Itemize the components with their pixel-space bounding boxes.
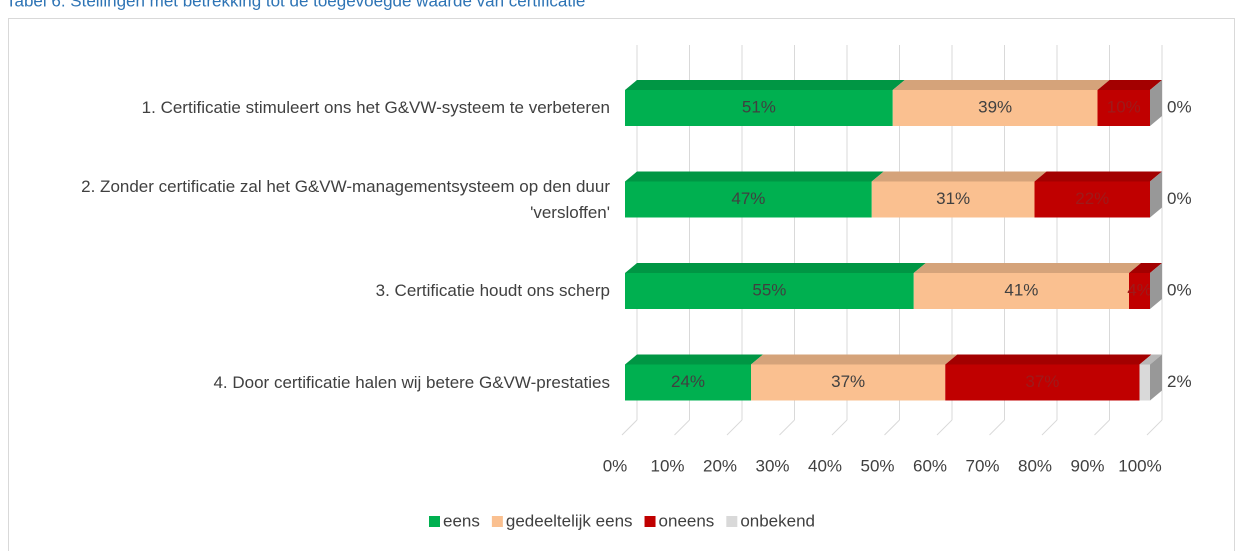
legend-swatch [429,516,440,527]
value-label: 37% [1025,372,1059,391]
grid-floor [1146,419,1163,436]
legend-label: eens [443,511,480,530]
value-label: 47% [731,189,765,208]
bar-top [871,171,1047,182]
legend-label: oneens [659,511,715,530]
x-tick-label: 70% [965,456,999,475]
bar [625,181,872,218]
grid-floor [674,419,690,436]
grid-floor [831,419,848,436]
x-tick-label: 20% [703,456,737,475]
value-label: 4% [1127,280,1152,299]
x-tick-label: 10% [650,456,684,475]
bar [1139,364,1150,401]
bar [625,90,893,126]
x-tick-label: 40% [808,456,842,475]
legend-label: onbekend [740,511,815,530]
category-label: 1. Certificatie stimuleert ons het G&VW-… [141,98,610,117]
bar-top [625,263,926,273]
bar-side [1150,354,1162,401]
value-label: 31% [936,189,970,208]
value-label: 0% [1167,189,1192,208]
legend-swatch [644,516,656,527]
value-label: 0% [1167,280,1192,299]
bar-side [1150,80,1162,126]
bar [913,273,1129,309]
x-tick-label: 50% [860,456,894,475]
value-label: 2% [1167,372,1192,391]
category-label: 3. Certificatie houdt ons scherp [375,281,610,300]
bar [945,364,1140,401]
grid-floor [779,419,795,436]
legend-label: gedeeltelijk eens [506,511,633,530]
chart-title: Tabel 6. Stellingen met betrekking tot d… [6,0,585,10]
grid-floor [726,419,743,436]
category-label: 4. Door certificatie halen wij betere G&… [213,372,610,392]
value-label: 41% [1004,280,1038,299]
value-label: 39% [978,97,1012,116]
bar-top [1129,263,1162,273]
value-label: 55% [752,280,786,299]
value-label: 24% [671,372,705,391]
x-tick-label: 90% [1070,456,1104,475]
bar-top [625,354,763,365]
bar [625,273,914,309]
grid-floor [621,419,638,436]
category-label: 2. Zonder certificatie zal het G&VW-mana… [81,176,610,222]
bar-top [625,80,905,90]
value-label: 10% [1107,97,1141,116]
grid-floor [1094,419,1110,436]
value-label: 51% [742,97,776,116]
grid-floor [884,419,900,436]
grid-floor [989,419,1005,436]
legend-swatch [726,516,738,527]
x-tick-label: 60% [913,456,947,475]
x-tick-label: 30% [755,456,789,475]
bar-top [913,263,1141,273]
bar-top [751,354,958,365]
x-tick-label: 0% [603,456,628,475]
bar-top [892,80,1110,90]
bar [892,90,1098,126]
value-label: 37% [831,372,865,391]
bar-top [945,354,1152,365]
x-tick-label: 80% [1018,456,1052,475]
bar [1097,90,1150,126]
bar-top [1139,354,1162,365]
grid-floor [936,419,953,436]
x-tick-label: 100% [1118,456,1161,475]
bar-top [1034,171,1162,182]
bar-top [625,171,884,182]
title-bg [0,0,900,10]
value-label: 22% [1075,189,1109,208]
bar-side [1150,171,1162,218]
bar [751,364,946,401]
bar-side [1150,263,1162,309]
bar-top [1097,80,1162,90]
bar [1129,273,1150,309]
bar [1034,181,1150,218]
bar [871,181,1035,218]
grid-floor [1041,419,1058,436]
value-label: 0% [1167,97,1192,116]
bar [625,364,751,401]
legend-swatch [491,516,503,527]
